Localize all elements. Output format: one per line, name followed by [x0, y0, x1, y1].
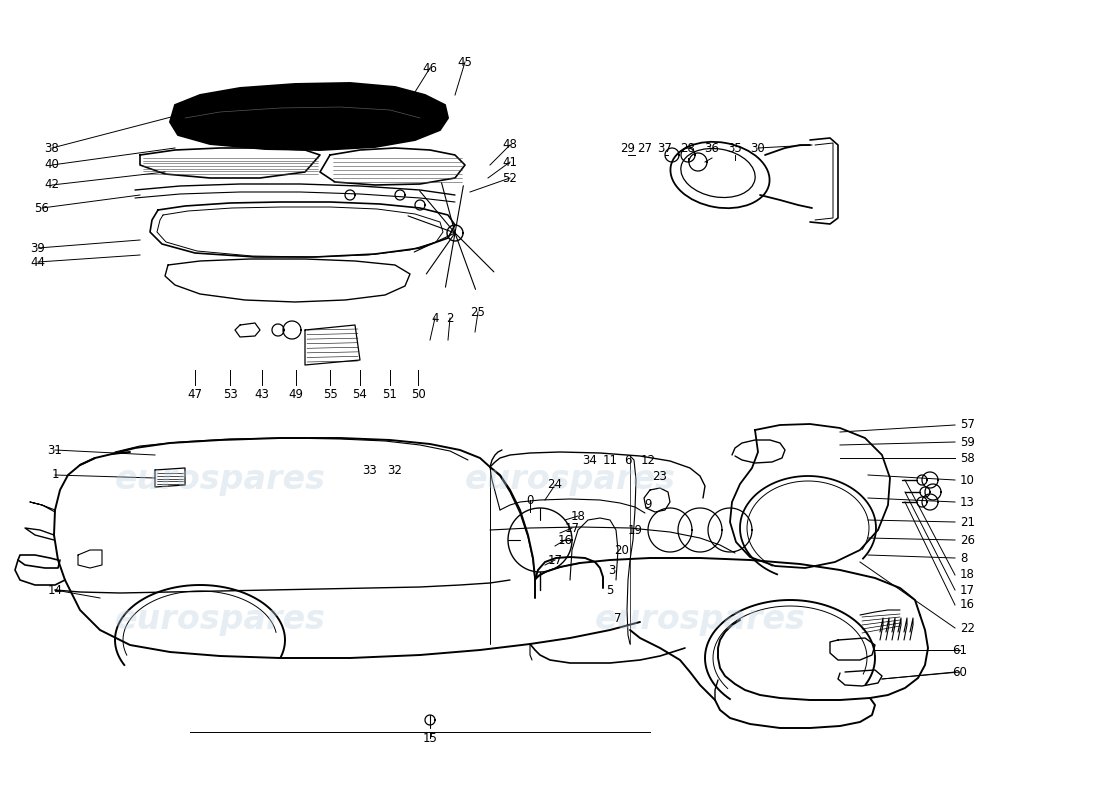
Text: 54: 54 — [353, 389, 367, 402]
Text: eurospares: eurospares — [114, 603, 326, 637]
Text: 25: 25 — [471, 306, 485, 318]
Text: 46: 46 — [422, 62, 438, 74]
Text: 17: 17 — [564, 522, 580, 534]
Text: 34: 34 — [583, 454, 597, 466]
Text: 14: 14 — [47, 583, 63, 597]
Text: 2: 2 — [447, 311, 453, 325]
Text: eurospares: eurospares — [594, 603, 805, 637]
Text: 24: 24 — [548, 478, 562, 491]
Text: 43: 43 — [254, 389, 270, 402]
Text: eurospares: eurospares — [464, 463, 675, 497]
Text: 8: 8 — [960, 551, 967, 565]
Text: 5: 5 — [606, 583, 614, 597]
Text: 33: 33 — [363, 463, 377, 477]
Text: 38: 38 — [45, 142, 59, 154]
Text: 40: 40 — [45, 158, 59, 171]
Text: 29: 29 — [620, 142, 636, 154]
Text: 52: 52 — [503, 171, 517, 185]
Text: 58: 58 — [960, 451, 975, 465]
Text: 12: 12 — [640, 454, 656, 466]
Text: 48: 48 — [503, 138, 517, 151]
Text: 26: 26 — [960, 534, 975, 546]
Text: 3: 3 — [608, 563, 616, 577]
Text: 31: 31 — [47, 443, 63, 457]
Text: 32: 32 — [387, 463, 403, 477]
Text: 28: 28 — [681, 142, 695, 154]
Text: 35: 35 — [727, 142, 742, 154]
Text: 59: 59 — [960, 435, 975, 449]
Text: 10: 10 — [960, 474, 975, 486]
Text: 13: 13 — [960, 495, 975, 509]
Text: 39: 39 — [31, 242, 45, 254]
Text: 15: 15 — [422, 731, 438, 745]
Text: 37: 37 — [658, 142, 672, 154]
Text: 16: 16 — [960, 598, 975, 611]
Text: 41: 41 — [503, 155, 517, 169]
Ellipse shape — [681, 149, 756, 198]
Text: 36: 36 — [705, 142, 719, 154]
Text: 44: 44 — [31, 255, 45, 269]
Text: 30: 30 — [750, 142, 766, 154]
Text: 19: 19 — [627, 523, 642, 537]
Ellipse shape — [670, 142, 770, 208]
Text: eurospares: eurospares — [114, 463, 326, 497]
Text: 49: 49 — [288, 389, 304, 402]
Text: 6: 6 — [625, 454, 631, 466]
Text: 42: 42 — [44, 178, 59, 191]
Text: 22: 22 — [960, 622, 975, 634]
Text: 61: 61 — [953, 643, 968, 657]
Text: 20: 20 — [615, 543, 629, 557]
Text: 0: 0 — [526, 494, 534, 506]
Text: 27: 27 — [638, 142, 652, 154]
Text: 16: 16 — [558, 534, 572, 546]
Text: 56: 56 — [34, 202, 50, 214]
Polygon shape — [170, 83, 448, 150]
Text: 18: 18 — [960, 569, 975, 582]
Text: 11: 11 — [603, 454, 617, 466]
Text: 45: 45 — [458, 55, 472, 69]
Text: 55: 55 — [322, 389, 338, 402]
Text: 50: 50 — [410, 389, 426, 402]
Text: 53: 53 — [222, 389, 238, 402]
Text: 60: 60 — [953, 666, 967, 678]
Text: 47: 47 — [187, 389, 202, 402]
Text: 51: 51 — [383, 389, 397, 402]
Text: 4: 4 — [431, 311, 439, 325]
Text: 17: 17 — [960, 583, 975, 597]
Text: 1: 1 — [52, 469, 58, 482]
Text: 9: 9 — [645, 498, 651, 511]
Text: 21: 21 — [960, 515, 975, 529]
Text: 7: 7 — [614, 611, 622, 625]
Text: 17: 17 — [548, 554, 562, 566]
Text: 18: 18 — [571, 510, 585, 522]
Text: 23: 23 — [652, 470, 668, 482]
Text: 57: 57 — [960, 418, 975, 431]
